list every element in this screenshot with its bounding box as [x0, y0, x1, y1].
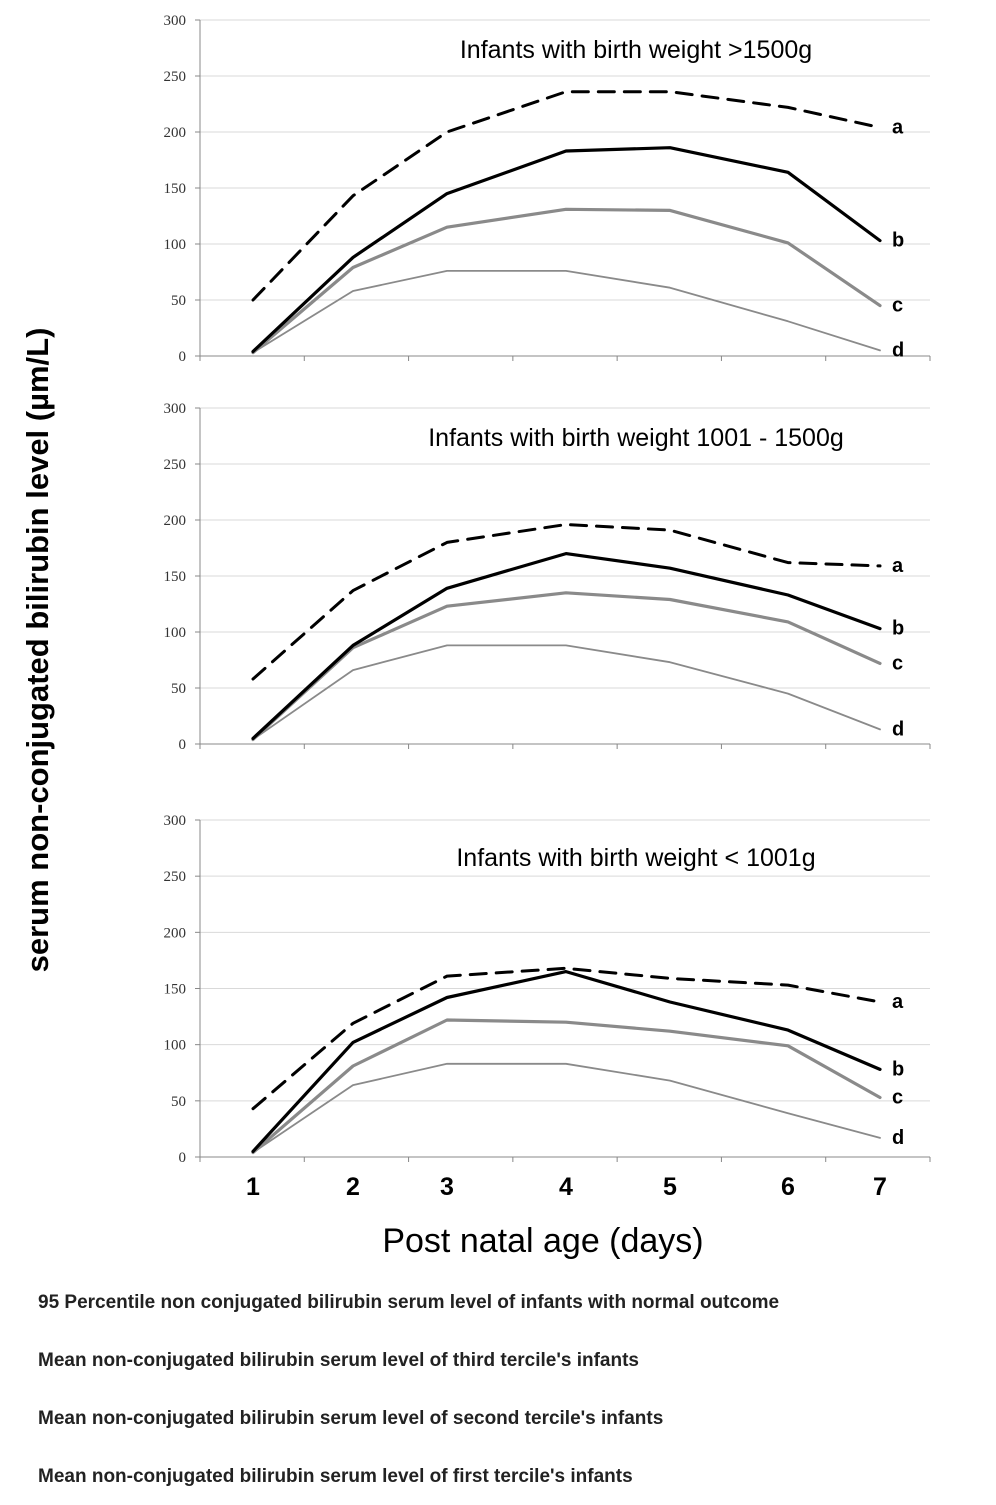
series-tag-d: d: [892, 718, 904, 740]
y-tick-label: 300: [164, 813, 187, 829]
series-tag-b: b: [892, 230, 904, 252]
series-line-a: [251, 966, 882, 1111]
y-tick-label: 0: [179, 737, 187, 753]
x-tick-label: 1: [246, 1173, 260, 1201]
y-tick-label: 300: [164, 13, 187, 29]
series-tag-c: c: [892, 295, 903, 317]
series-tag-d: d: [892, 339, 904, 361]
panel-3: 0 50 100 150 200 250 300 Infants with birth wei…: [164, 813, 931, 1166]
x-tick-label: 4: [559, 1173, 573, 1201]
series-line-c: [251, 207, 882, 355]
series-line-d: [252, 644, 881, 741]
y-tick-label: 250: [164, 69, 187, 85]
y-tick-label: 200: [164, 513, 187, 529]
panel-1: 0 50 100 150 200 250 300 Infants with birth wei…: [164, 13, 931, 365]
x-tick-label: 7: [873, 1173, 887, 1201]
panel-title: Infants with birth weight >1500g: [460, 36, 812, 64]
y-tick-label: 50: [171, 293, 186, 309]
y-tick-label: 200: [164, 925, 187, 941]
y-tick-label: 300: [164, 401, 187, 417]
legend-item-c: Mean non-conjugated bilirubin serum leve…: [38, 1408, 664, 1429]
series-line-b: [251, 969, 882, 1154]
legend-item-a: 95 Percentile non conjugated bilirubin s…: [38, 1292, 780, 1313]
legend-item-b: Mean non-conjugated bilirubin serum leve…: [38, 1350, 639, 1371]
series-tag-b: b: [892, 618, 904, 640]
series-line-a: [251, 90, 882, 302]
y-tick-label: 100: [164, 625, 187, 641]
x-tick-label: 2: [346, 1173, 360, 1201]
series-tag-c: c: [892, 1086, 903, 1108]
y-tick-label: 200: [164, 125, 187, 141]
y-tick-label: 250: [164, 457, 187, 473]
x-tick-label: 6: [781, 1173, 795, 1201]
legend-item-d: Mean non-conjugated bilirubin serum leve…: [38, 1466, 633, 1487]
series-line-d: [252, 269, 881, 354]
series-line-c: [251, 1018, 882, 1155]
y-tick-label: 150: [164, 569, 187, 585]
x-tick-label: 3: [440, 1173, 454, 1201]
y-axis-title: serum non-conjugated bilirubin level (µm…: [20, 328, 55, 973]
y-tick-label: 50: [171, 681, 186, 697]
series-tag-c: c: [892, 652, 903, 674]
series-line-d: [252, 1062, 881, 1154]
y-tick-label: 150: [164, 181, 187, 197]
series-tag-d: d: [892, 1127, 904, 1149]
y-tick-label: 100: [164, 237, 187, 253]
x-tick-label: 5: [663, 1173, 677, 1201]
series-tag-a: a: [892, 991, 904, 1013]
series-line-b: [251, 551, 882, 741]
series-line-b: [251, 146, 882, 354]
series-tag-a: a: [892, 117, 904, 139]
x-axis-title: Post natal age (days): [382, 1222, 703, 1260]
y-tick-label: 50: [171, 1094, 186, 1110]
y-tick-label: 0: [179, 1150, 187, 1166]
series-line-c: [251, 591, 882, 742]
series-tag-b: b: [892, 1058, 904, 1080]
series-line-a: [251, 523, 882, 681]
panel-2: 0 50 100 150 200 250 300 Infants with birth wei…: [164, 401, 931, 753]
series-tag-a: a: [892, 555, 904, 577]
y-tick-label: 250: [164, 869, 187, 885]
y-tick-label: 150: [164, 982, 187, 998]
panel-title: Infants with birth weight < 1001g: [456, 844, 815, 872]
y-tick-label: 100: [164, 1038, 187, 1054]
y-tick-label: 0: [179, 349, 187, 365]
panel-title: Infants with birth weight 1001 - 1500g: [428, 424, 844, 452]
